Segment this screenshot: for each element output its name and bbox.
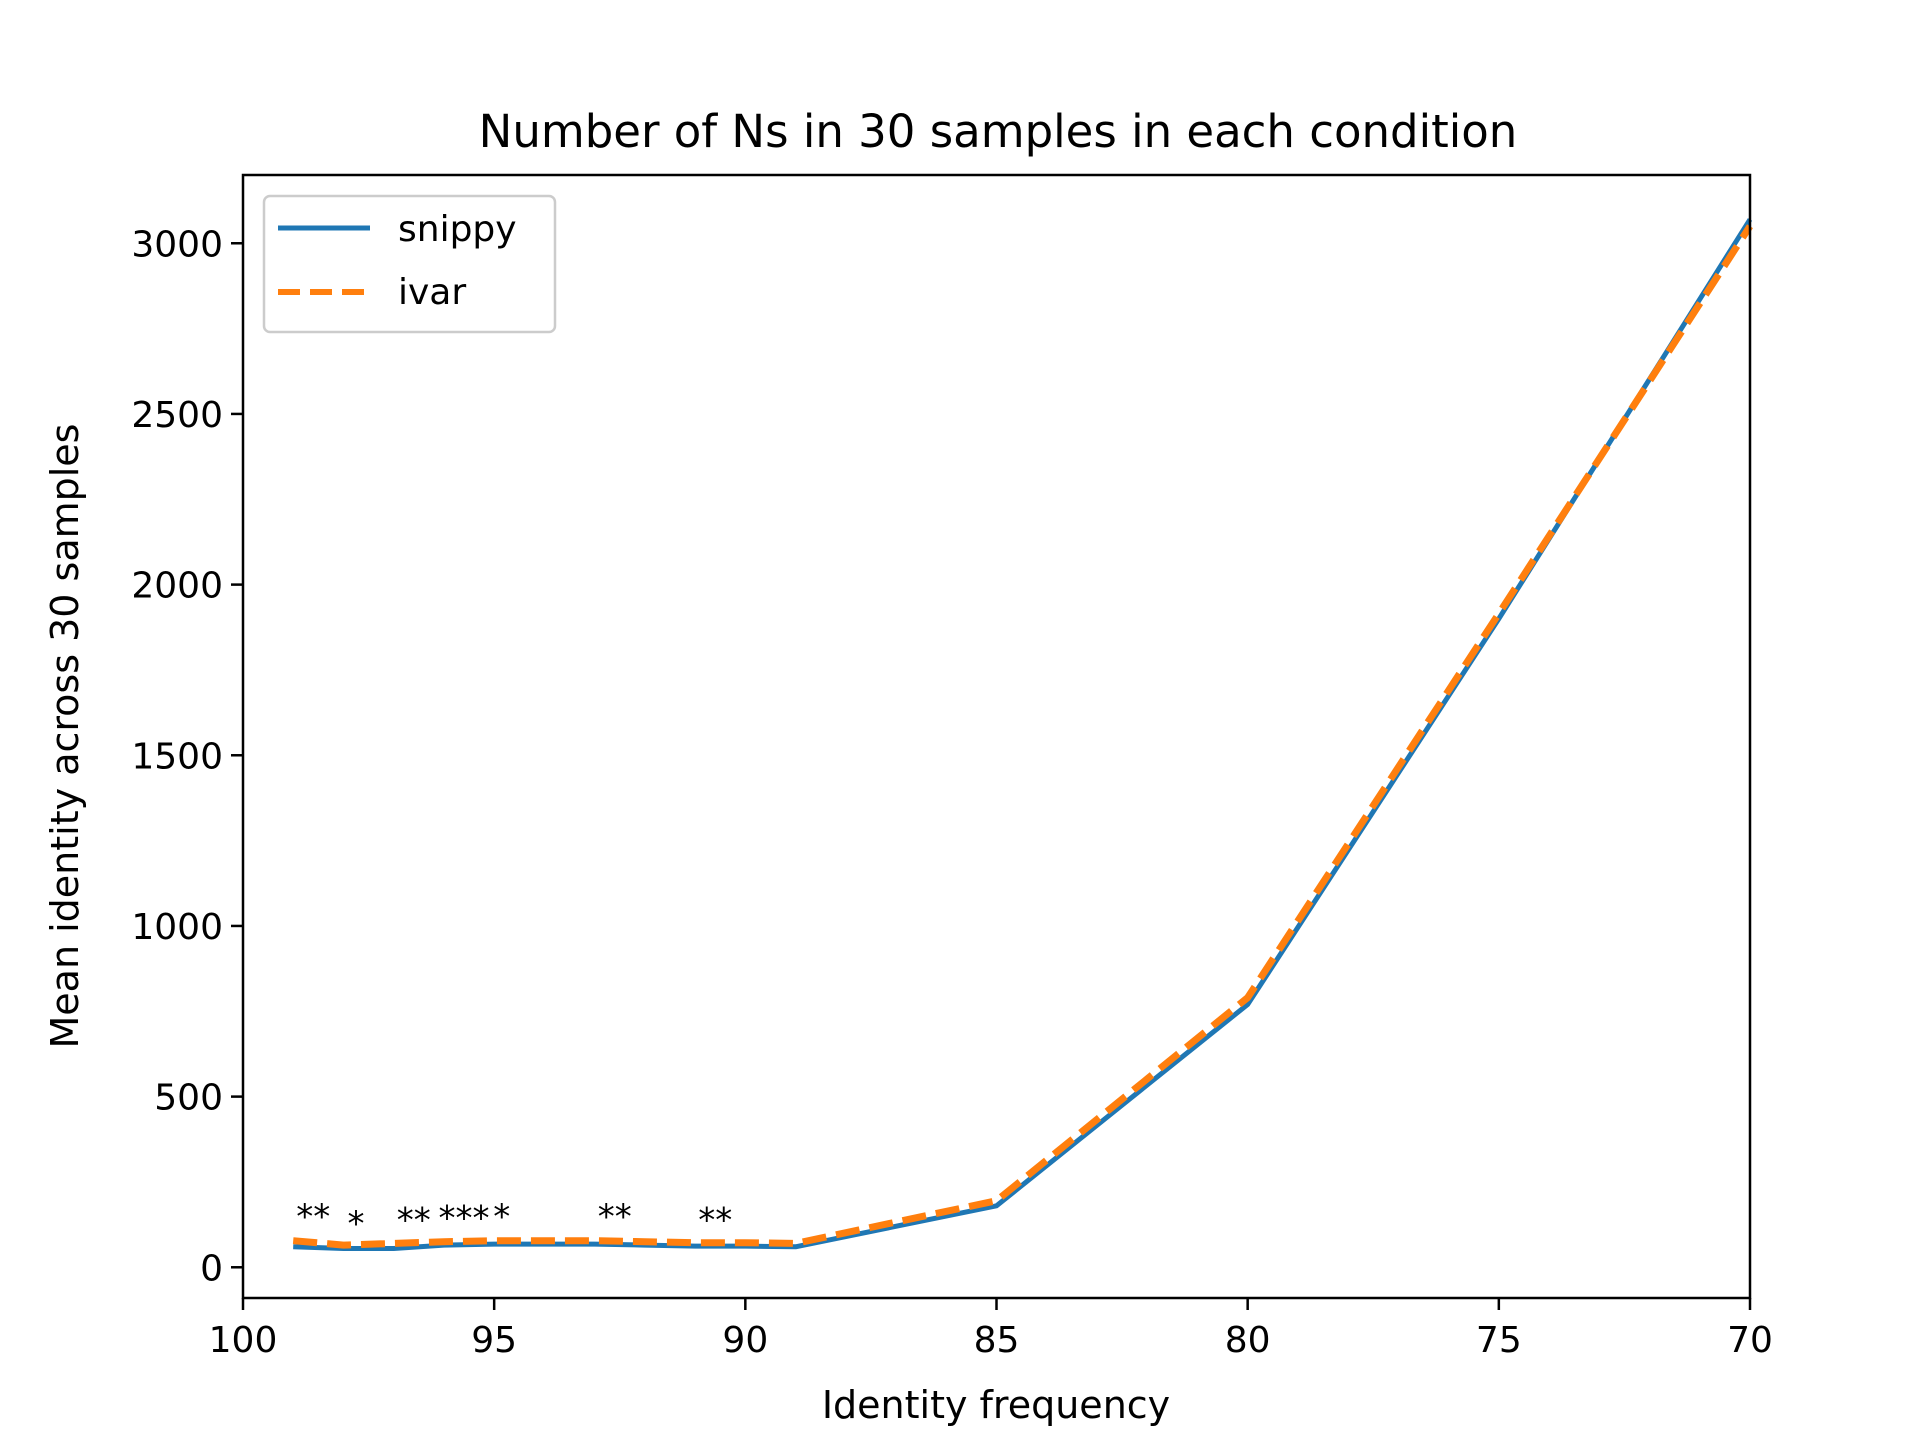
x-tick-label: 95 xyxy=(471,1320,517,1361)
y-tick-label: 0 xyxy=(200,1248,223,1289)
annotation-4: * xyxy=(493,1197,510,1237)
y-tick-label: 3000 xyxy=(131,224,223,265)
y-tick-label: 2500 xyxy=(131,395,223,436)
chart-title: Number of Ns in 30 samples in each condi… xyxy=(479,105,1518,158)
x-tick-label: 85 xyxy=(974,1320,1020,1361)
x-tick-label: 100 xyxy=(209,1320,278,1361)
legend-label-snippy: snippy xyxy=(398,209,517,250)
plot-frame xyxy=(241,173,1752,1300)
annotation-1: * xyxy=(348,1204,365,1244)
y-tick-label: 1000 xyxy=(131,907,223,948)
series-line-ivar xyxy=(292,224,1753,1249)
x-tick-label: 80 xyxy=(1225,1320,1271,1361)
x-tick-label: 70 xyxy=(1727,1320,1773,1361)
y-tick-label: 1500 xyxy=(131,736,223,777)
plot-area: ** * ** *** * ** ** xyxy=(292,218,1753,1251)
axes: 100 95 90 85 80 75 70 0 500 1000 1500 2000 2500 3000 xyxy=(131,224,1773,1361)
y-axis-label: Mean identity across 30 samples xyxy=(43,424,87,1049)
annotation-5: ** xyxy=(598,1197,632,1237)
annotation-2: ** xyxy=(397,1200,431,1240)
x-axis-label: Identity frequency xyxy=(822,1383,1170,1427)
annotation-6: ** xyxy=(698,1200,732,1240)
series-line-snippy xyxy=(293,218,1753,1251)
x-tick-label: 90 xyxy=(722,1320,768,1361)
x-tick-label: 75 xyxy=(1476,1320,1522,1361)
legend-label-ivar: ivar xyxy=(398,272,466,313)
annotation-0: ** xyxy=(296,1197,330,1237)
annotation-3: *** xyxy=(439,1199,490,1239)
y-tick-label: 2000 xyxy=(131,566,223,607)
legend: snippy ivar xyxy=(262,194,557,334)
y-tick-label: 500 xyxy=(154,1078,223,1119)
